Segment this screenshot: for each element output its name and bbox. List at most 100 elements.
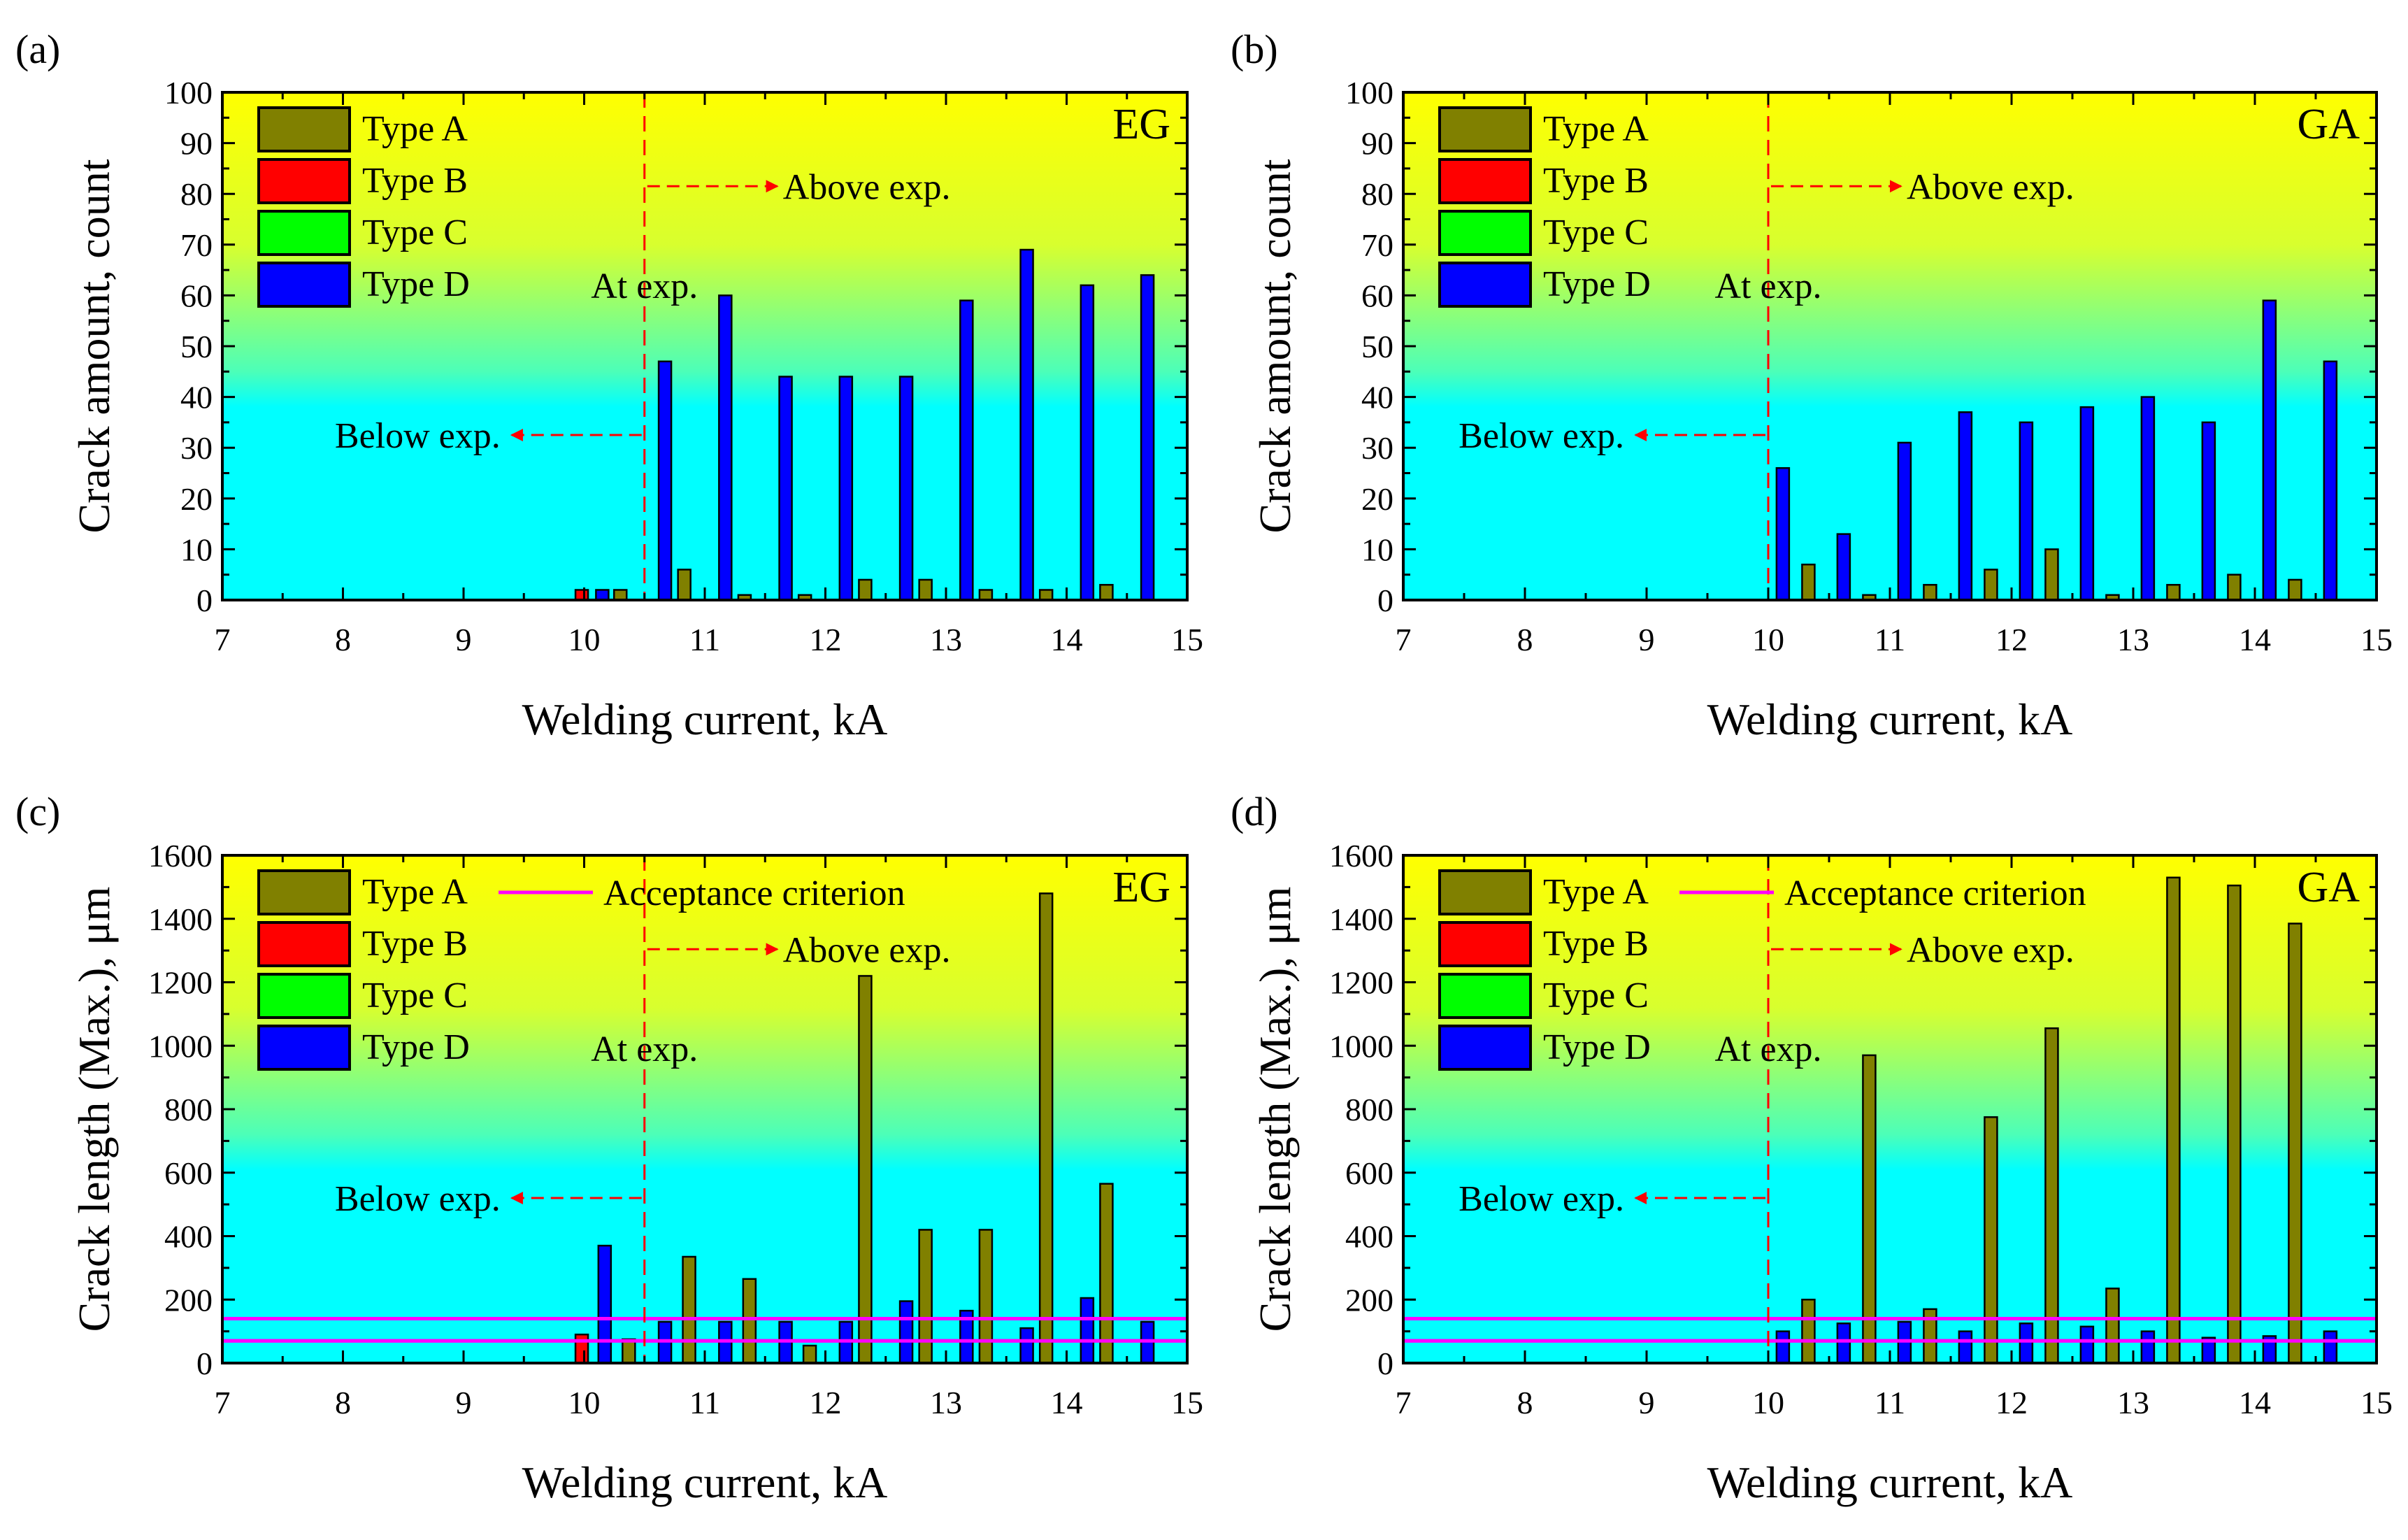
- x-tick-label: 12: [810, 1385, 842, 1420]
- legend-swatch: [257, 973, 351, 1019]
- bar-type-d: [2019, 1322, 2034, 1364]
- bar-type-a: [1038, 589, 1054, 601]
- bar-type-d: [898, 1300, 914, 1364]
- y-tick-label: 70: [1361, 227, 1393, 263]
- bar-type-a: [1923, 583, 1937, 601]
- legend-label: Type A: [1543, 872, 1649, 912]
- material-label: EG: [1112, 864, 1170, 911]
- y-tick-label: 80: [1361, 176, 1393, 212]
- x-tick-label: 15: [1171, 622, 1203, 657]
- legend-label: Type B: [1543, 161, 1649, 201]
- x-tick-label: 10: [1752, 1385, 1784, 1420]
- y-tick-label: 70: [180, 227, 213, 263]
- bar-type-a: [2288, 578, 2302, 601]
- bar-type-a: [858, 578, 873, 601]
- x-tick-label: 12: [1995, 1385, 2028, 1420]
- x-tick-label: 12: [1995, 622, 2028, 657]
- bar-type-d: [657, 360, 673, 601]
- bar-type-a: [978, 589, 994, 601]
- above-exp-label: Above exp.: [783, 930, 951, 970]
- bar-type-d: [959, 299, 974, 601]
- y-tick-label: 40: [180, 380, 213, 415]
- x-tick-label: 13: [930, 622, 962, 657]
- material-label: GA: [2297, 864, 2360, 911]
- legend-swatch: [1438, 869, 1532, 915]
- below-exp-label: Below exp.: [1459, 416, 1624, 456]
- x-tick-label: 9: [1639, 1385, 1655, 1420]
- bar-type-a: [2044, 548, 2059, 601]
- y-tick-label: 0: [196, 1346, 213, 1381]
- bar-type-d: [597, 1244, 612, 1364]
- panel-letter: (c): [15, 789, 60, 834]
- material-label: GA: [2297, 101, 2360, 148]
- y-tick-label: 1200: [148, 965, 213, 1001]
- y-tick-label: 10: [180, 532, 213, 567]
- bar-type-d: [2140, 1330, 2156, 1364]
- x-tick-label: 13: [2117, 1385, 2149, 1420]
- bar-type-d: [2323, 1330, 2338, 1364]
- legend-label: Type B: [362, 924, 468, 964]
- bar-type-a: [858, 975, 873, 1364]
- y-tick-label: 800: [164, 1092, 213, 1127]
- x-tick-label: 14: [1051, 1385, 1083, 1420]
- legend-label: Type D: [1543, 1027, 1651, 1067]
- y-tick-label: 40: [1361, 380, 1393, 415]
- bar-type-d: [1080, 1297, 1095, 1364]
- legend-swatch: [257, 210, 351, 256]
- bar-type-a: [1801, 1299, 1816, 1364]
- bar-type-a: [2166, 583, 2181, 601]
- bar-type-a: [677, 569, 691, 601]
- y-tick-label: 100: [1345, 75, 1393, 110]
- bar-type-d: [2262, 299, 2277, 601]
- at-exp-label: At exp.: [1714, 1029, 1821, 1069]
- bar-type-d: [1836, 1322, 1851, 1364]
- y-tick-label: 90: [180, 126, 213, 162]
- y-tick-label: 100: [164, 75, 213, 110]
- legend-swatch: [1438, 1025, 1532, 1071]
- x-axis-title: Welding current, kA: [1707, 1457, 2073, 1507]
- y-axis-title: Crack amount, count: [1250, 159, 1300, 533]
- bar-type-d: [1080, 284, 1095, 601]
- x-tick-label: 11: [689, 622, 720, 657]
- legend-swatch: [1438, 106, 1532, 152]
- x-tick-label: 15: [2360, 622, 2393, 657]
- bar-type-a: [622, 1338, 636, 1364]
- bar-type-d: [2201, 421, 2216, 601]
- below-exp-label: Below exp.: [1459, 1179, 1624, 1219]
- above-exp-label: Above exp.: [1907, 167, 2074, 207]
- y-tick-label: 20: [180, 481, 213, 517]
- legend-label: Type B: [1543, 924, 1649, 964]
- y-tick-label: 90: [1361, 126, 1393, 162]
- bar-type-a: [802, 1344, 817, 1364]
- y-tick-label: 200: [164, 1282, 213, 1318]
- panel-letter: (d): [1231, 789, 1278, 834]
- y-tick-label: 60: [1361, 278, 1393, 313]
- legend-label: Type C: [1543, 976, 1649, 1015]
- y-tick-label: 50: [180, 329, 213, 364]
- legend-swatch: [257, 1025, 351, 1071]
- bar-type-a: [1801, 563, 1816, 601]
- bar-type-d: [1140, 274, 1155, 601]
- bar-type-d: [2140, 396, 2156, 601]
- bar-type-a: [1984, 569, 1998, 601]
- bar-type-d: [1897, 441, 1912, 601]
- above-exp-label: Above exp.: [1907, 930, 2074, 970]
- x-tick-label: 7: [1396, 1385, 1412, 1420]
- y-tick-label: 60: [180, 278, 213, 313]
- x-tick-label: 7: [215, 1385, 231, 1420]
- bar-type-d: [1019, 1327, 1034, 1364]
- x-axis-title: Welding current, kA: [522, 694, 888, 744]
- x-tick-label: 13: [2117, 622, 2149, 657]
- y-axis-title: Crack length (Max.), μm: [69, 887, 119, 1332]
- bar-type-a: [682, 1255, 696, 1364]
- y-tick-label: 600: [164, 1155, 213, 1191]
- y-tick-label: 200: [1345, 1282, 1393, 1318]
- x-tick-label: 9: [456, 622, 472, 657]
- legend-label: Type A: [1543, 109, 1649, 149]
- legend-label: Type A: [362, 872, 468, 912]
- bar-type-d: [2019, 421, 2034, 601]
- y-tick-label: 50: [1361, 329, 1393, 364]
- criterion-legend-label: Acceptance criterion: [1784, 874, 2086, 913]
- bar-type-a: [742, 1278, 757, 1364]
